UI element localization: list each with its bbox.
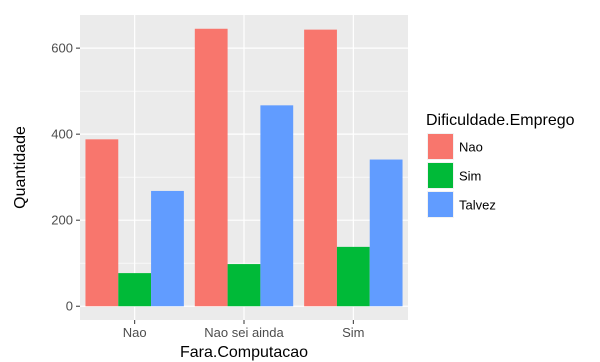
legend-label-nao: Nao: [459, 140, 483, 155]
bar-talvez-3: [369, 159, 403, 307]
y-tick-label: 400: [51, 127, 73, 142]
legend: Dificuldade.Emprego Nao Sim Talvez: [426, 112, 575, 218]
legend-label-talvez: Talvez: [459, 198, 496, 213]
legend-swatch-talvez: [428, 192, 453, 217]
x-tick-label: Sim: [342, 325, 364, 340]
x-tick-label: Nao: [123, 325, 147, 340]
plot-panel: [80, 15, 408, 320]
y-axis: 0 200 400 600: [51, 41, 80, 314]
bar-talvez-1: [151, 190, 184, 307]
legend-swatch-nao: [428, 134, 453, 159]
y-axis-title: Quantidade: [12, 126, 29, 209]
legend-title: Dificuldade.Emprego: [426, 112, 575, 129]
bar-nao-3: [304, 29, 337, 307]
bar-sim-3: [336, 246, 370, 307]
bar-nao-1: [85, 139, 119, 307]
y-tick-label: 600: [51, 41, 73, 56]
y-tick-label: 0: [66, 299, 73, 314]
bar-sim-1: [118, 273, 152, 307]
x-axis: Nao Nao sei ainda Sim: [123, 320, 365, 340]
legend-swatch-sim: [428, 163, 453, 188]
x-tick-label: Nao sei ainda: [204, 325, 284, 340]
legend-label-sim: Sim: [459, 169, 481, 184]
bar-nao-2: [194, 28, 228, 307]
x-axis-title: Fara.Computacao: [180, 344, 308, 361]
bar-talvez-2: [260, 105, 294, 307]
bar-sim-2: [227, 264, 261, 307]
y-tick-label: 200: [51, 213, 73, 228]
